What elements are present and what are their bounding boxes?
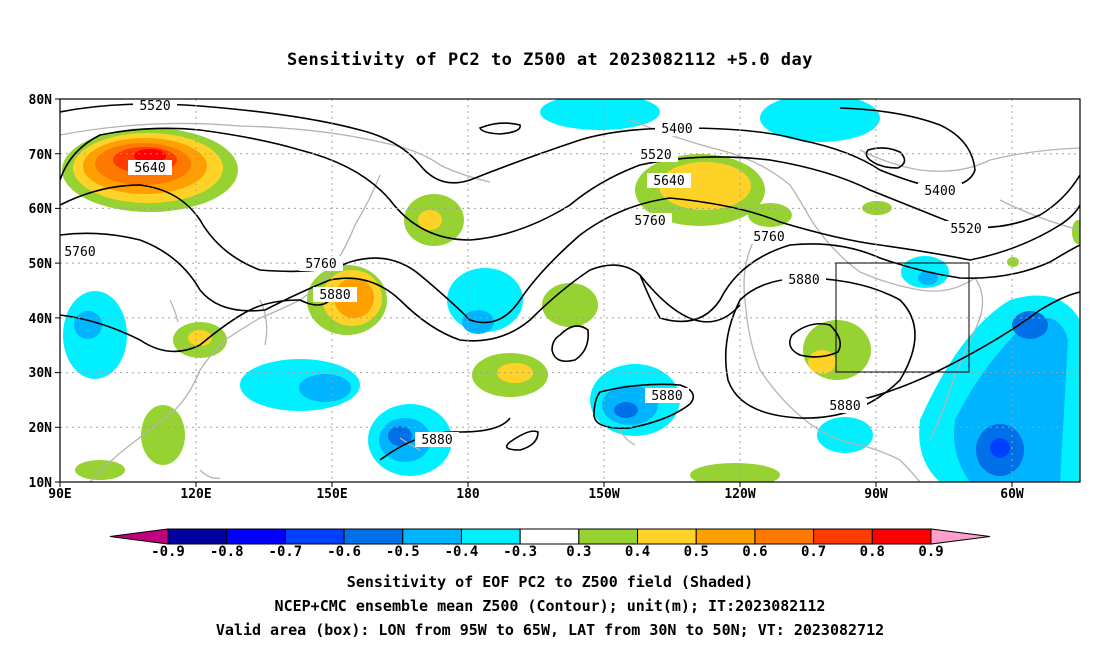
colorbar-tick-label: 0.7 [801,544,826,560]
svg-text:5520: 5520 [950,222,981,237]
graticule [60,99,1080,482]
contour-label: 5520 [133,98,177,114]
axis-ticks [55,98,1013,487]
caption-line-3: Valid area (box): LON from 95W to 65W, L… [215,621,885,639]
colorbar-tick-label: -0.9 [151,544,185,560]
lat-label: 50N [29,257,53,272]
svg-text:5760: 5760 [64,245,95,260]
colorbar-swatch [402,528,462,545]
contour-label: 5520 [634,147,678,163]
contour-label: 5880 [645,388,689,404]
contour-label: 5880 [313,287,357,303]
svg-text:5640: 5640 [653,174,684,189]
contour-label: 5520 [944,221,988,237]
contour-label: 5400 [655,121,699,137]
colorbar-swatch [460,528,521,545]
contour-label: 5880 [823,398,867,414]
color-bar: -0.9 -0.8 -0.7 -0.6 -0.5 -0.4 -0.3 0.3 0.4 0.5 0.6… [109,528,991,560]
colorbar-tick-label: 0.4 [625,544,650,560]
lat-label: 70N [29,148,53,163]
contour-labels: 5520 5640 5760 5760 5880 5880 5400 5520 … [58,98,988,448]
lat-label: 60N [29,202,53,217]
caption-line-1: Sensitivity of EOF PC2 to Z500 field (Sh… [346,573,754,591]
svg-text:5880: 5880 [319,288,350,303]
colorbar-swatch [871,528,932,545]
svg-text:5400: 5400 [661,122,692,137]
colorbar-swatch [754,528,815,545]
svg-text:5760: 5760 [753,230,784,245]
svg-text:5400: 5400 [924,184,955,199]
colorbar-tick-label: -0.3 [503,544,537,560]
colorbar-swatch [343,528,404,545]
colorbar-tick-label: -0.8 [210,544,244,560]
colorbar-tick-label: 0.5 [684,544,709,560]
svg-text:5880: 5880 [421,433,452,448]
colorbar-swatch [637,528,697,545]
map-frame [59,98,1081,483]
colorbar-swatch [519,528,580,545]
colorbar-tick-label: 0.6 [742,544,767,560]
colorbar-swatch [226,528,286,545]
colorbar-tick-label: -0.7 [269,544,303,560]
colorbar-tick-label: 0.9 [918,544,943,560]
colorbar-arrow-high [930,528,991,545]
contour-label: 5760 [299,256,343,272]
colorbar-swatch [578,528,639,545]
contour-label: 5760 [747,229,791,245]
lon-label: 90E [48,487,71,502]
colorbar-tick-label: 0.8 [860,544,885,560]
caption-line-2: NCEP+CMC ensemble mean Z500 (Contour); u… [274,597,826,615]
colorbar-tick-label: 0.3 [566,544,591,560]
svg-text:5760: 5760 [634,214,665,229]
map-title: Sensitivity of PC2 to Z500 at 2023082112… [286,50,813,70]
contour-label: 5640 [128,160,172,176]
svg-text:5880: 5880 [651,389,682,404]
svg-text:5640: 5640 [134,161,165,176]
lon-label: 120E [180,487,211,502]
lat-label: 30N [29,366,53,381]
lat-label: 10N [29,476,53,491]
svg-text:5520: 5520 [139,99,170,114]
colorbar-arrow-low [109,528,169,545]
svg-text:5520: 5520 [640,148,671,163]
colorbar-swatch [284,528,345,545]
contour-label: 5880 [415,432,459,448]
colorbar-swatch [813,528,873,545]
lon-label: 90W [864,487,888,502]
svg-text:5880: 5880 [829,399,860,414]
colorbar-swatch [167,528,228,545]
colorbar-tick-label: -0.6 [327,544,361,560]
lon-label: 180 [456,487,480,502]
colorbar-swatch [695,528,756,545]
valid-area-box [835,262,970,373]
longitude-labels: 90E 120E 150E 180 150W 120W 90W 60W [48,487,1024,502]
lat-label: 40N [29,312,53,327]
colorbar-tick-label: -0.4 [445,544,479,560]
latitude-labels: 80N 70N 60N 50N 40N 30N 20N 10N [29,93,53,491]
svg-text:5760: 5760 [305,257,336,272]
colorbar-tick-label: -0.5 [386,544,420,560]
lon-label: 150W [588,487,619,502]
lat-label: 80N [29,93,53,108]
lon-label: 120W [724,487,755,502]
contour-label: 5760 [628,213,672,229]
lon-label: 150E [316,487,347,502]
contour-label: 5640 [647,173,691,189]
svg-text:5880: 5880 [788,273,819,288]
contour-label: 5880 [782,272,826,288]
lon-label: 60W [1000,487,1024,502]
contour-label: 5400 [918,183,962,199]
lat-label: 20N [29,421,53,436]
contour-label: 5760 [58,244,102,260]
